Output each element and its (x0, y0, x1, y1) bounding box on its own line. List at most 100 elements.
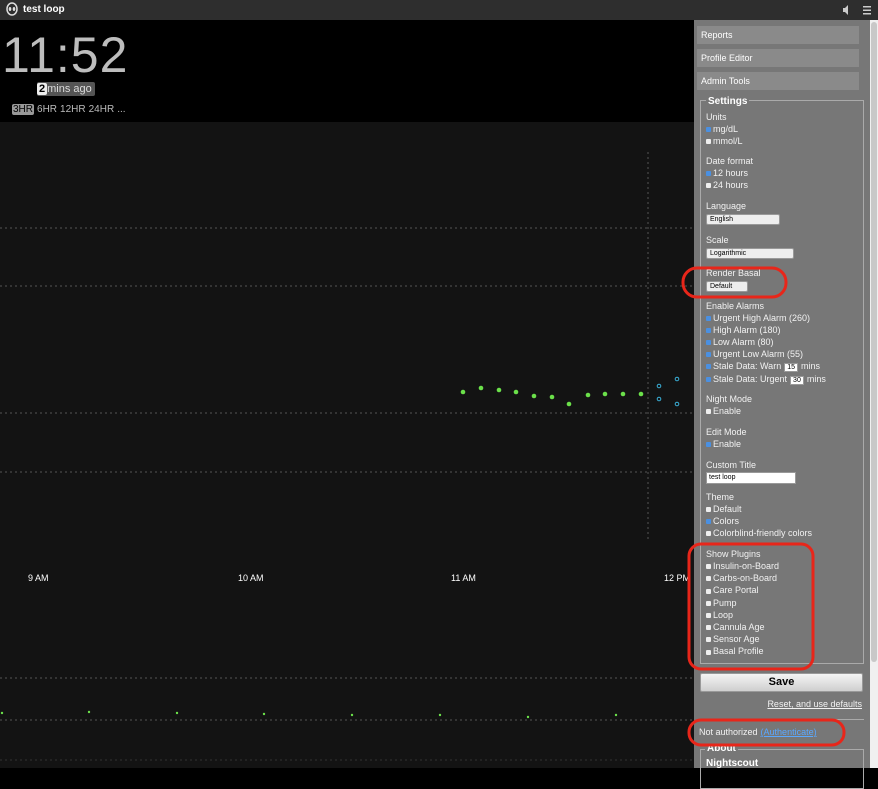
option[interactable]: Pump (706, 598, 737, 608)
setting-label: Night Mode (706, 394, 753, 404)
range-option[interactable]: ... (117, 104, 126, 115)
option[interactable]: Loop (706, 610, 733, 620)
checkbox[interactable] (706, 328, 711, 334)
option[interactable]: Cannula Age (706, 622, 765, 632)
checkbox[interactable] (706, 442, 711, 448)
option[interactable]: Enable (706, 439, 741, 449)
scrollbar (870, 20, 878, 768)
option[interactable]: Colorblind-friendly colors (706, 528, 812, 538)
checkbox[interactable] (706, 376, 711, 382)
option-label: Cannula Age (713, 622, 765, 632)
checkbox[interactable] (706, 637, 711, 643)
x-tick-label: 10 AM (238, 573, 264, 583)
option[interactable]: 24 hours (706, 180, 748, 190)
clock-panel: 11:52 2 mins ago 3HR 6HR 12HR 24HR... (0, 20, 694, 122)
option[interactable]: Colors (706, 516, 739, 526)
option[interactable]: Insulin-on-Board (706, 561, 779, 571)
header-icons[interactable] (842, 5, 872, 15)
option[interactable]: Low Alarm (80) (706, 337, 774, 347)
checkbox[interactable] (706, 507, 711, 513)
option[interactable]: mg/dL (706, 124, 738, 134)
option-label: Default (713, 504, 742, 514)
select[interactable]: Default (706, 281, 748, 292)
about-fieldset (700, 749, 864, 789)
checkbox[interactable] (706, 139, 711, 145)
checkbox[interactable] (706, 352, 711, 358)
last-update: 2 mins ago (37, 82, 95, 96)
stale-input[interactable]: 15 (784, 363, 798, 372)
option[interactable]: 12 hours (706, 168, 748, 178)
select[interactable]: Logarithmic (706, 248, 794, 259)
ago-text: mins ago (47, 83, 92, 95)
auth-link[interactable]: (Authenticate) (760, 727, 817, 737)
stale-input[interactable]: 30 (790, 375, 804, 385)
about-legend: About (705, 743, 738, 754)
option-label: Low Alarm (80) (713, 337, 774, 347)
setting-label: Units (706, 112, 727, 122)
select[interactable]: English (706, 214, 780, 225)
option-label: Enable (713, 406, 742, 416)
checkbox[interactable] (706, 564, 711, 570)
title-input[interactable]: test loop (706, 472, 796, 484)
option[interactable]: Urgent Low Alarm (55) (706, 349, 803, 359)
option[interactable]: mmol/L (706, 136, 743, 146)
reset-link[interactable]: Reset, and use defaults (767, 699, 862, 709)
menu-button[interactable]: Reports (697, 26, 859, 44)
range-option[interactable]: 6HR (37, 104, 58, 115)
stale-unit: mins (806, 373, 826, 384)
setting-label: Theme (706, 492, 735, 502)
option-label: 12 hours (713, 168, 749, 178)
option-label: Insulin-on-Board (713, 561, 780, 571)
checkbox[interactable] (706, 171, 711, 177)
checkbox[interactable] (706, 364, 711, 370)
option-label: Carbs-on-Board (713, 573, 778, 584)
option[interactable]: High Alarm (180) (706, 325, 781, 335)
stale-option[interactable]: Stale Data: Warn 15 mins (706, 361, 820, 372)
option-label: Care Portal (713, 585, 759, 596)
option[interactable]: Carbs-on-Board (706, 573, 777, 583)
checkbox[interactable] (706, 588, 711, 594)
menu-button[interactable]: Admin Tools (697, 72, 859, 90)
checkbox[interactable] (706, 127, 711, 133)
select-value: Logarithmic (710, 250, 747, 257)
option-label: Urgent Low Alarm (55) (713, 349, 804, 359)
checkbox[interactable] (706, 340, 711, 346)
settings-legend: Settings (706, 96, 750, 107)
checkbox[interactable] (706, 649, 711, 655)
setting-label: Custom Title (706, 460, 757, 470)
option-label: Urgent High Alarm (260) (713, 313, 811, 323)
range-option[interactable]: 12HR (60, 104, 86, 115)
stale-option[interactable]: Stale Data: Urgent 30 mins (706, 374, 826, 385)
range-option[interactable]: 24HR (88, 104, 115, 115)
checkbox[interactable] (706, 612, 711, 618)
option[interactable]: Basal Profile (706, 646, 764, 656)
checkbox[interactable] (706, 576, 711, 582)
checkbox[interactable] (706, 409, 711, 415)
checkbox[interactable] (706, 183, 711, 189)
checkbox[interactable] (706, 600, 711, 606)
option-label: Basal Profile (713, 646, 764, 657)
checkbox[interactable] (706, 519, 711, 525)
select-value: English (710, 216, 733, 223)
option-label: Colorblind-friendly colors (713, 528, 813, 538)
option[interactable]: Sensor Age (706, 634, 760, 644)
option-label: mmol/L (713, 136, 743, 146)
x-tick-label: 11 AM (451, 573, 476, 583)
stale-unit: mins (801, 361, 821, 371)
option[interactable]: Care Portal (706, 585, 759, 595)
setting-label: Enable Alarms (706, 301, 765, 311)
checkbox[interactable] (706, 316, 711, 322)
checkbox[interactable] (706, 531, 711, 537)
menu-button[interactable]: Profile Editor (697, 49, 859, 67)
clock-time: 11:52 (2, 27, 129, 83)
checkbox[interactable] (706, 625, 711, 631)
option-label: Sensor Age (713, 634, 760, 645)
option[interactable]: Default (706, 504, 742, 514)
option[interactable]: Enable (706, 406, 741, 416)
auth-status: Not authorized (Authenticate) (699, 727, 817, 737)
save-button[interactable]: Save (700, 673, 863, 692)
range-option[interactable]: 3HR (12, 104, 35, 115)
option[interactable]: Urgent High Alarm (260) (706, 313, 810, 323)
chart-area (0, 122, 694, 768)
app-title: test loop (23, 4, 65, 15)
